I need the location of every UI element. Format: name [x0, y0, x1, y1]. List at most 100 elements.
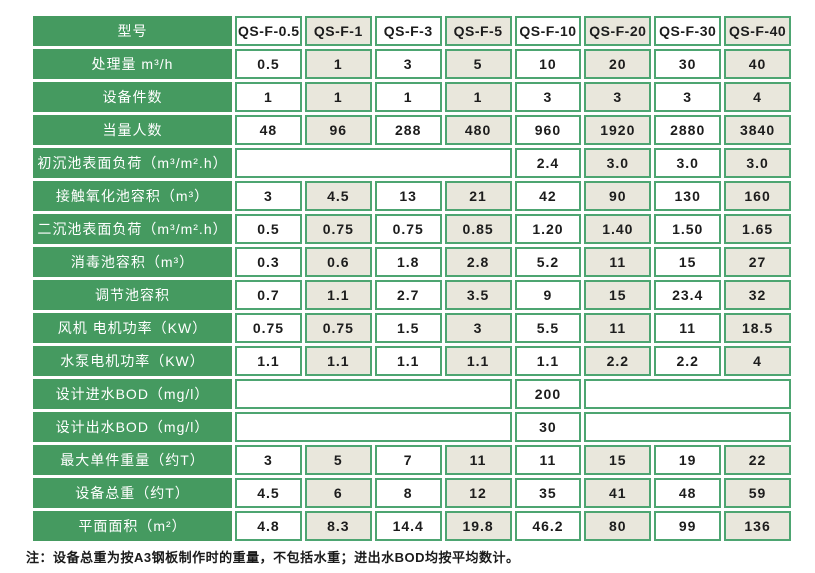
row-label: 风机 电机功率（KW） — [33, 313, 232, 343]
spec-cell — [235, 379, 512, 409]
spec-cell: 42 — [514, 181, 582, 211]
spec-cell: 3840 — [724, 115, 791, 145]
row-label: 接触氧化池容积（m³） — [33, 181, 232, 211]
spec-cell: 3.5 — [444, 280, 512, 310]
model-header: QS-F-10 — [514, 16, 582, 46]
table-row: 最大单件重量（约T） 3 5 7 11 11 15 19 22 — [33, 445, 791, 475]
spec-cell: 1.1 — [444, 346, 512, 376]
spec-cell: 5.5 — [514, 313, 582, 343]
spec-cell: 5 — [304, 445, 372, 475]
spec-cell: 3 — [374, 49, 442, 79]
spec-table: 型号 QS-F-0.5 QS-F-1 QS-F-3 QS-F-5 QS-F-10 QS-F… — [30, 13, 794, 544]
spec-cell: 3 — [654, 82, 722, 112]
table-row: 平面面积（m²） 4.8 8.3 14.4 19.8 46.2 80 99 136 — [33, 511, 791, 541]
table-row: 初沉池表面负荷（m³/m².h） 2.4 3.0 3.0 3.0 — [33, 148, 791, 178]
model-header: QS-F-20 — [584, 16, 652, 46]
spec-cell: 11 — [584, 313, 652, 343]
spec-cell: 1.1 — [514, 346, 582, 376]
spec-cell: 3.0 — [654, 148, 722, 178]
spec-cell: 12 — [444, 478, 512, 508]
spec-cell: 30 — [514, 412, 582, 442]
table-row: 设备总重（约T） 4.5 6 8 12 35 41 48 59 — [33, 478, 791, 508]
header-row: 型号 QS-F-0.5 QS-F-1 QS-F-3 QS-F-5 QS-F-10 QS-F… — [33, 16, 791, 46]
table-row: 风机 电机功率（KW） 0.75 0.75 1.5 3 5.5 11 11 18.5 — [33, 313, 791, 343]
spec-cell: 32 — [724, 280, 791, 310]
spec-cell: 11 — [654, 313, 722, 343]
spec-cell: 1920 — [584, 115, 652, 145]
spec-cell: 1.40 — [584, 214, 652, 244]
spec-cell: 130 — [654, 181, 722, 211]
spec-cell: 1 — [235, 82, 302, 112]
spec-table-body: 处理量 m³/h 0.5 1 3 5 10 20 30 40 设备件数 1 1 1 1 3 3 3 4 当量人数 48… — [33, 49, 791, 541]
spec-cell: 1 — [304, 82, 372, 112]
spec-cell: 3 — [444, 313, 512, 343]
spec-cell: 8 — [374, 478, 442, 508]
table-row: 设计出水BOD（mg/l） 30 — [33, 412, 791, 442]
table-row: 水泵电机功率（KW） 1.1 1.1 1.1 1.1 1.1 2.2 2.2 4 — [33, 346, 791, 376]
model-header: QS-F-30 — [654, 16, 722, 46]
spec-cell: 5.2 — [514, 247, 582, 277]
spec-cell: 35 — [514, 478, 582, 508]
spec-cell: 41 — [584, 478, 652, 508]
spec-cell: 2.7 — [374, 280, 442, 310]
spec-cell: 0.5 — [235, 49, 302, 79]
spec-cell: 136 — [724, 511, 791, 541]
spec-cell: 1.1 — [235, 346, 302, 376]
spec-cell: 14.4 — [374, 511, 442, 541]
row-label: 二沉池表面负荷（m³/m².h） — [33, 214, 232, 244]
spec-cell: 3.0 — [584, 148, 652, 178]
spec-cell: 0.75 — [374, 214, 442, 244]
row-label: 设备件数 — [33, 82, 232, 112]
spec-cell: 13 — [374, 181, 442, 211]
row-label: 设备总重（约T） — [33, 478, 232, 508]
spec-cell — [235, 412, 512, 442]
spec-cell: 46.2 — [514, 511, 582, 541]
spec-cell: 3 — [235, 181, 302, 211]
spec-cell: 0.75 — [235, 313, 302, 343]
table-row: 调节池容积 0.7 1.1 2.7 3.5 9 15 23.4 32 — [33, 280, 791, 310]
row-label: 处理量 m³/h — [33, 49, 232, 79]
spec-cell: 1.50 — [654, 214, 722, 244]
spec-cell: 960 — [514, 115, 582, 145]
spec-cell: 0.5 — [235, 214, 302, 244]
spec-cell: 15 — [584, 445, 652, 475]
model-header: QS-F-1 — [304, 16, 372, 46]
spec-cell: 480 — [444, 115, 512, 145]
table-row: 消毒池容积（m³） 0.3 0.6 1.8 2.8 5.2 11 15 27 — [33, 247, 791, 277]
spec-cell: 11 — [584, 247, 652, 277]
footnote: 注：设备总重为按A3钢板制作时的重量，不包括水重；进出水BOD均按平均数计。 — [26, 550, 520, 565]
spec-cell: 6 — [304, 478, 372, 508]
spec-cell: 10 — [514, 49, 582, 79]
spec-cell: 19.8 — [444, 511, 512, 541]
spec-cell: 30 — [654, 49, 722, 79]
spec-cell: 48 — [235, 115, 302, 145]
row-label: 平面面积（m²） — [33, 511, 232, 541]
spec-cell: 90 — [584, 181, 652, 211]
spec-cell: 22 — [724, 445, 791, 475]
spec-cell: 27 — [724, 247, 791, 277]
spec-cell: 0.75 — [304, 313, 372, 343]
spec-cell: 3 — [235, 445, 302, 475]
spec-cell: 2.8 — [444, 247, 512, 277]
model-header: QS-F-5 — [444, 16, 512, 46]
spec-cell: 11 — [444, 445, 512, 475]
spec-cell: 11 — [514, 445, 582, 475]
spec-cell: 4.5 — [304, 181, 372, 211]
spec-cell: 200 — [514, 379, 582, 409]
spec-cell: 3 — [514, 82, 582, 112]
table-row: 二沉池表面负荷（m³/m².h） 0.5 0.75 0.75 0.85 1.20 1.40 1… — [33, 214, 791, 244]
spec-cell: 1.8 — [374, 247, 442, 277]
spec-cell: 7 — [374, 445, 442, 475]
spec-cell: 4.5 — [235, 478, 302, 508]
spec-cell: 2.4 — [514, 148, 582, 178]
spec-cell: 1.20 — [514, 214, 582, 244]
row-label: 设计进水BOD（mg/l） — [33, 379, 232, 409]
spec-cell: 8.3 — [304, 511, 372, 541]
spec-cell — [584, 412, 791, 442]
spec-cell: 1.1 — [304, 280, 372, 310]
spec-cell: 288 — [374, 115, 442, 145]
spec-cell: 21 — [444, 181, 512, 211]
spec-cell: 4 — [724, 346, 791, 376]
spec-cell: 40 — [724, 49, 791, 79]
